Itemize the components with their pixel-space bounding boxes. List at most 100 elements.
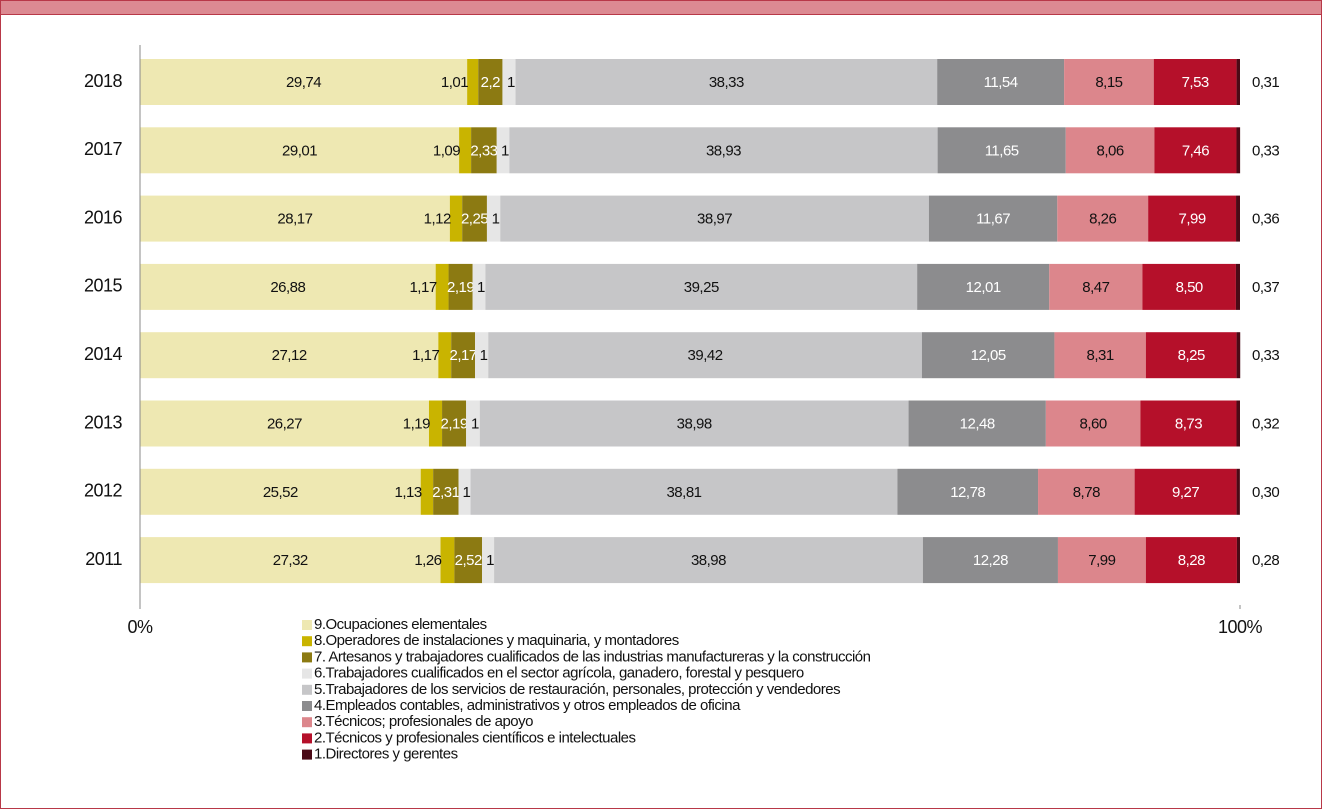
y-tick-label: 2014 [84,344,123,364]
data-label: 38,93 [706,142,741,159]
bar-segment [478,59,503,105]
data-label: 0,33 [1252,347,1279,364]
data-label: 1,17 [412,347,439,364]
data-label: 38,81 [666,484,701,501]
data-label: 1,01 [441,74,468,91]
bar-segment [485,263,918,310]
legend-label: 2.Técnicos y profesionales científicos e… [314,729,636,746]
bar-segment [471,127,497,174]
bar-segment [140,195,450,242]
bar-segment [500,195,929,242]
header-band [0,0,1322,15]
legend-swatch [302,733,312,744]
bar-segment [449,195,463,242]
bar-segment [488,332,922,379]
bar-segment [428,400,443,447]
data-label: 2,25 [461,211,488,228]
bar-segment [479,400,909,447]
data-label: 11,65 [985,142,1019,159]
bar-segment [1236,59,1240,105]
bar-segment [420,468,434,515]
data-label: 2,19 [447,279,474,296]
data-label: 11,67 [976,211,1010,228]
bar-segment [1236,537,1240,584]
bar-segment [1045,400,1141,447]
data-label: 2,17 [450,347,477,364]
data-label: 1,26 [414,552,441,569]
data-label: 0,30 [1252,484,1279,501]
data-label: 0,31 [1252,74,1279,91]
data-label: 1,09 [433,142,460,159]
bar-segment [140,127,460,174]
x-tick-label: 0% [127,617,153,637]
bar-segment [937,59,1065,105]
data-label: 8,47 [1082,279,1109,296]
data-label: 1,13 [395,484,422,501]
y-tick-label: 2016 [84,207,123,227]
y-tick-label: 2011 [85,549,122,569]
bar-segment [1134,468,1237,515]
bar-segment [442,400,467,447]
data-label: 12,78 [950,484,985,501]
data-label: 12,05 [971,347,1006,364]
bar-segment [466,400,480,447]
data-label: 9,27 [1172,484,1199,501]
y-tick-label: 2015 [84,276,123,296]
data-label: 29,01 [282,142,317,159]
data-label: 27,12 [272,347,307,364]
data-label: 0,32 [1252,415,1279,432]
legend-label: 7. Artesanos y trabajadores cualificados… [314,648,871,665]
y-tick-label: 2012 [84,481,123,501]
legend-swatch [302,636,312,647]
data-label: 12,48 [960,415,995,432]
bar-segment [1064,59,1154,105]
legend-swatch [302,668,312,679]
legend-swatch [302,717,312,728]
bar-segment [1145,332,1237,379]
legend-swatch [302,749,312,760]
legend-label: 3.Técnicos; profesionales de apoyo [314,713,533,730]
bar-segment [1142,263,1236,310]
data-label: 27,32 [273,552,308,569]
data-label: 12,28 [973,552,1008,569]
legend-swatch [302,684,312,695]
data-label: 8,06 [1096,142,1123,159]
data-label: 1,17 [409,279,436,296]
data-label: 1,19 [403,415,430,432]
bar-segment [462,195,487,242]
data-label: 38,98 [677,415,712,432]
data-label: 29,74 [286,74,321,91]
bar-segment [140,400,429,447]
data-label: 8,78 [1073,484,1100,501]
bar-segment [467,59,479,105]
bar-segment [1236,400,1240,447]
bar-segment [1236,332,1241,379]
bar-segment [140,263,436,310]
data-label: 8,26 [1089,211,1116,228]
legend-label: 6.Trabajadores cualificados en el sector… [314,665,804,682]
bar-segment [928,195,1058,242]
bar-segment [1038,468,1135,515]
bar-segment [440,537,455,584]
legend-swatch [302,620,312,630]
bar-segment [509,127,938,174]
bar-segment [1236,468,1240,515]
legend-label: 5.Trabajadores de los servicios de resta… [314,681,840,698]
data-label: 25,52 [263,484,298,501]
bar-segment [1235,263,1240,310]
data-label: 26,88 [270,279,305,296]
legend-label: 1.Directores y gerentes [314,746,458,763]
bar-segment [438,332,452,379]
y-tick-label: 2013 [84,412,123,432]
data-label: 2,33 [470,142,497,159]
bar-segment [472,263,486,310]
data-label: 38,33 [709,74,744,91]
bar-segment [433,468,459,515]
bar-segment [451,332,476,379]
bar-segment [1065,127,1155,174]
data-label: 26,27 [267,415,302,432]
bar-segment [140,468,421,515]
data-label: 8,50 [1176,279,1203,296]
